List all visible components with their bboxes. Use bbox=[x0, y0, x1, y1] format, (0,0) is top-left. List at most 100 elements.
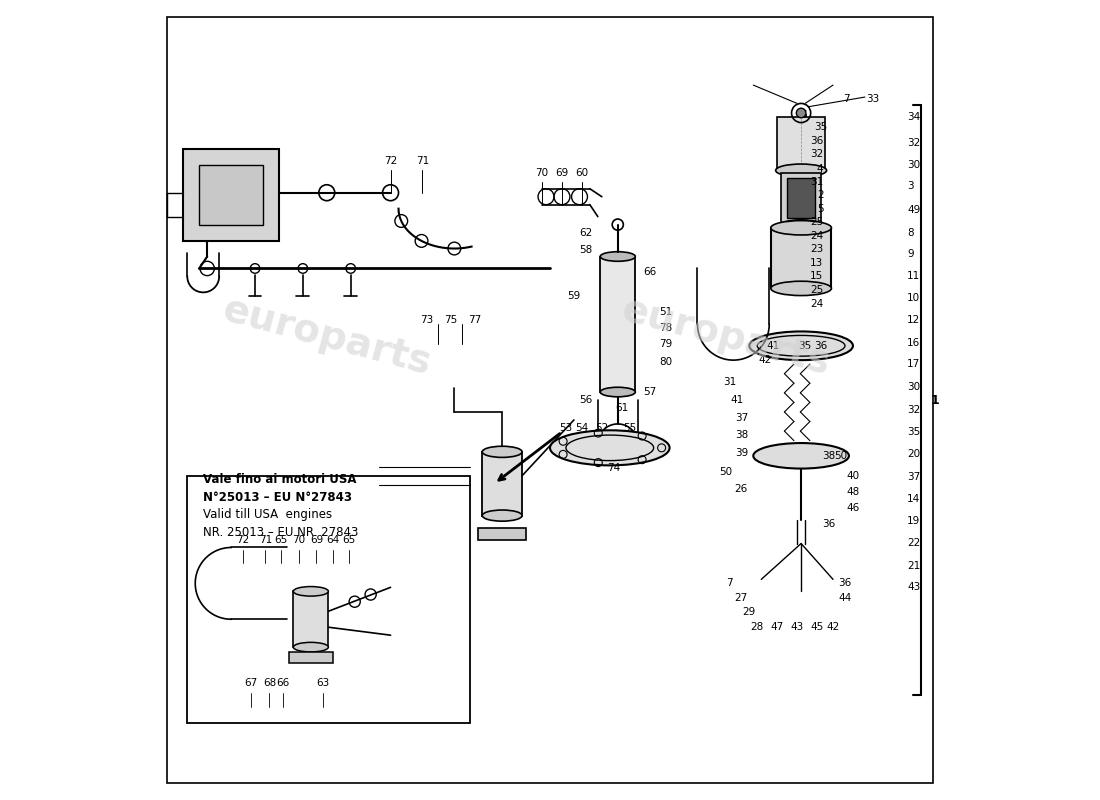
Text: 16: 16 bbox=[908, 338, 921, 347]
Bar bbox=[199, 165, 263, 225]
Text: NR. 25013 – EU NR. 27843: NR. 25013 – EU NR. 27843 bbox=[204, 526, 359, 539]
Text: 3: 3 bbox=[908, 182, 914, 191]
Text: 66: 66 bbox=[276, 678, 289, 688]
Text: 30: 30 bbox=[908, 160, 921, 170]
Bar bbox=[786, 178, 815, 218]
Bar bbox=[778, 117, 825, 169]
Text: 55: 55 bbox=[623, 423, 636, 433]
Ellipse shape bbox=[601, 252, 636, 262]
Text: 35: 35 bbox=[799, 341, 812, 350]
Ellipse shape bbox=[779, 220, 824, 233]
Text: 43: 43 bbox=[791, 622, 804, 632]
Ellipse shape bbox=[482, 446, 522, 458]
Bar bbox=[187, 476, 471, 723]
Text: 56: 56 bbox=[580, 395, 593, 405]
Text: 45: 45 bbox=[811, 622, 824, 632]
Text: 60: 60 bbox=[575, 168, 589, 178]
Text: 52: 52 bbox=[595, 423, 608, 433]
Bar bbox=[601, 257, 636, 392]
Text: 69: 69 bbox=[556, 168, 569, 178]
Bar bbox=[478, 527, 526, 539]
Bar bbox=[288, 652, 333, 663]
Text: 65: 65 bbox=[342, 534, 355, 545]
Text: 11: 11 bbox=[908, 271, 921, 282]
Ellipse shape bbox=[771, 282, 832, 295]
Text: Vale fino ai motori USA: Vale fino ai motori USA bbox=[204, 474, 356, 486]
Text: 72: 72 bbox=[384, 156, 397, 166]
Text: 26: 26 bbox=[735, 484, 748, 494]
Text: 6: 6 bbox=[800, 110, 806, 119]
Text: 33: 33 bbox=[866, 94, 879, 104]
Text: 15: 15 bbox=[811, 271, 824, 282]
Text: 78: 78 bbox=[659, 323, 672, 334]
Text: Valid till USA  engines: Valid till USA engines bbox=[204, 508, 332, 522]
Text: 24: 24 bbox=[811, 230, 824, 241]
Text: europarts: europarts bbox=[218, 290, 436, 382]
Text: 25: 25 bbox=[811, 218, 824, 227]
Text: 68: 68 bbox=[263, 678, 276, 688]
Text: 9: 9 bbox=[908, 249, 914, 259]
Text: 42: 42 bbox=[826, 622, 839, 632]
Text: 25: 25 bbox=[811, 285, 824, 295]
Text: europarts: europarts bbox=[617, 290, 834, 382]
Ellipse shape bbox=[776, 164, 826, 177]
Text: 32: 32 bbox=[811, 150, 824, 159]
Text: 38: 38 bbox=[823, 451, 836, 461]
Text: 43: 43 bbox=[908, 582, 921, 592]
Text: 64: 64 bbox=[327, 534, 340, 545]
Text: 28: 28 bbox=[750, 622, 763, 632]
Text: 54: 54 bbox=[575, 423, 589, 433]
Text: N°25013 – EU N°27843: N°25013 – EU N°27843 bbox=[204, 490, 352, 504]
Text: 36: 36 bbox=[838, 578, 851, 588]
Text: 72: 72 bbox=[236, 534, 250, 545]
Bar bbox=[771, 228, 832, 288]
Text: 10: 10 bbox=[908, 293, 921, 303]
Text: 57: 57 bbox=[644, 387, 657, 397]
Ellipse shape bbox=[550, 430, 670, 466]
Text: 7: 7 bbox=[726, 578, 733, 588]
Text: 79: 79 bbox=[659, 339, 672, 349]
Text: 59: 59 bbox=[568, 291, 581, 302]
Text: 5: 5 bbox=[817, 204, 824, 214]
Ellipse shape bbox=[771, 221, 832, 235]
Text: 53: 53 bbox=[559, 423, 573, 433]
Ellipse shape bbox=[601, 387, 636, 397]
Text: 74: 74 bbox=[607, 462, 620, 473]
Ellipse shape bbox=[749, 331, 852, 360]
Text: 31: 31 bbox=[811, 178, 824, 187]
Text: 61: 61 bbox=[615, 403, 628, 413]
Text: 29: 29 bbox=[742, 607, 756, 617]
Ellipse shape bbox=[294, 586, 329, 596]
Bar bbox=[294, 591, 329, 647]
Text: 21: 21 bbox=[908, 561, 921, 571]
Text: 30: 30 bbox=[908, 382, 921, 392]
Text: 67: 67 bbox=[244, 678, 257, 688]
Text: 42: 42 bbox=[759, 355, 772, 365]
Text: 12: 12 bbox=[908, 315, 921, 326]
Text: 14: 14 bbox=[908, 494, 921, 504]
Ellipse shape bbox=[754, 443, 849, 469]
Text: 37: 37 bbox=[908, 471, 921, 482]
Text: 2: 2 bbox=[817, 190, 824, 200]
Text: 35: 35 bbox=[908, 427, 921, 437]
Text: 36: 36 bbox=[814, 341, 827, 350]
Text: 13: 13 bbox=[811, 258, 824, 268]
Text: 71: 71 bbox=[258, 534, 272, 545]
Text: 75: 75 bbox=[443, 315, 456, 326]
Text: 24: 24 bbox=[811, 298, 824, 309]
Text: 38: 38 bbox=[735, 430, 748, 440]
Text: 41: 41 bbox=[730, 395, 744, 405]
Text: 73: 73 bbox=[420, 315, 433, 326]
Text: 4: 4 bbox=[817, 164, 824, 174]
Text: 32: 32 bbox=[908, 405, 921, 414]
Text: 50: 50 bbox=[835, 451, 847, 461]
Text: 1: 1 bbox=[931, 394, 939, 406]
Text: 65: 65 bbox=[275, 534, 288, 545]
Text: 36: 36 bbox=[811, 136, 824, 146]
Text: 50: 50 bbox=[718, 466, 732, 477]
Text: 69: 69 bbox=[310, 534, 323, 545]
Text: 51: 51 bbox=[659, 307, 672, 318]
Text: 46: 46 bbox=[846, 502, 859, 513]
Ellipse shape bbox=[482, 510, 522, 521]
Text: 70: 70 bbox=[293, 534, 306, 545]
